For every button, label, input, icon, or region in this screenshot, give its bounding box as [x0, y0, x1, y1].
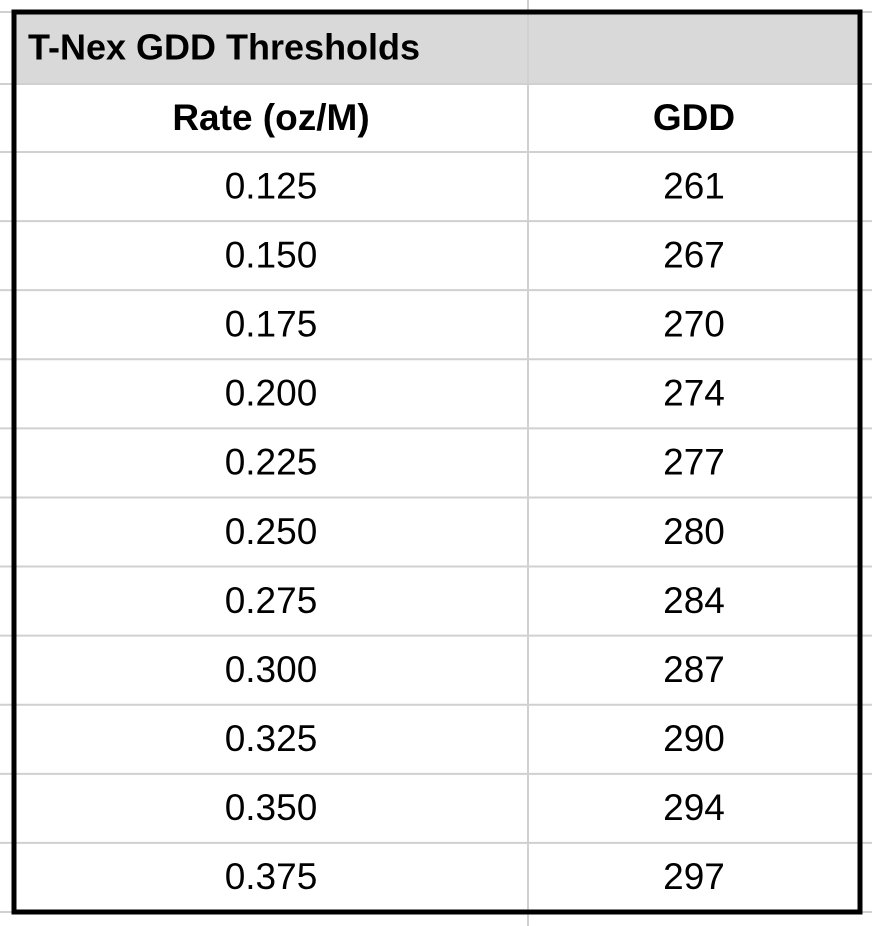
cell: 270 — [663, 304, 725, 345]
cell: 0.325 — [225, 718, 318, 759]
cell: 261 — [663, 165, 725, 206]
cell: 297 — [663, 856, 725, 897]
cell: 287 — [663, 649, 725, 690]
column-header: Rate (oz/M) — [172, 97, 369, 138]
cell: 294 — [663, 787, 725, 828]
cell: 0.125 — [225, 165, 318, 206]
cell: 0.200 — [225, 373, 318, 414]
cell: 267 — [663, 234, 725, 275]
cell: 290 — [663, 718, 725, 759]
cell: 0.275 — [225, 580, 318, 621]
cell: 0.375 — [225, 856, 318, 897]
table-border — [11, 9, 863, 915]
column-header: GDD — [653, 97, 735, 138]
cell: 0.350 — [225, 787, 318, 828]
cell: 284 — [663, 580, 725, 621]
cell: 0.250 — [225, 511, 318, 552]
cell: 0.225 — [225, 442, 318, 483]
cell: 277 — [663, 442, 725, 483]
table-title: T-Nex GDD Thresholds — [28, 27, 420, 68]
cell: 0.150 — [225, 234, 318, 275]
cell: 0.300 — [225, 649, 318, 690]
title-row-fill — [14, 12, 860, 84]
cell: 280 — [663, 511, 725, 552]
cell: 0.175 — [225, 304, 318, 345]
cell: 274 — [663, 373, 725, 414]
